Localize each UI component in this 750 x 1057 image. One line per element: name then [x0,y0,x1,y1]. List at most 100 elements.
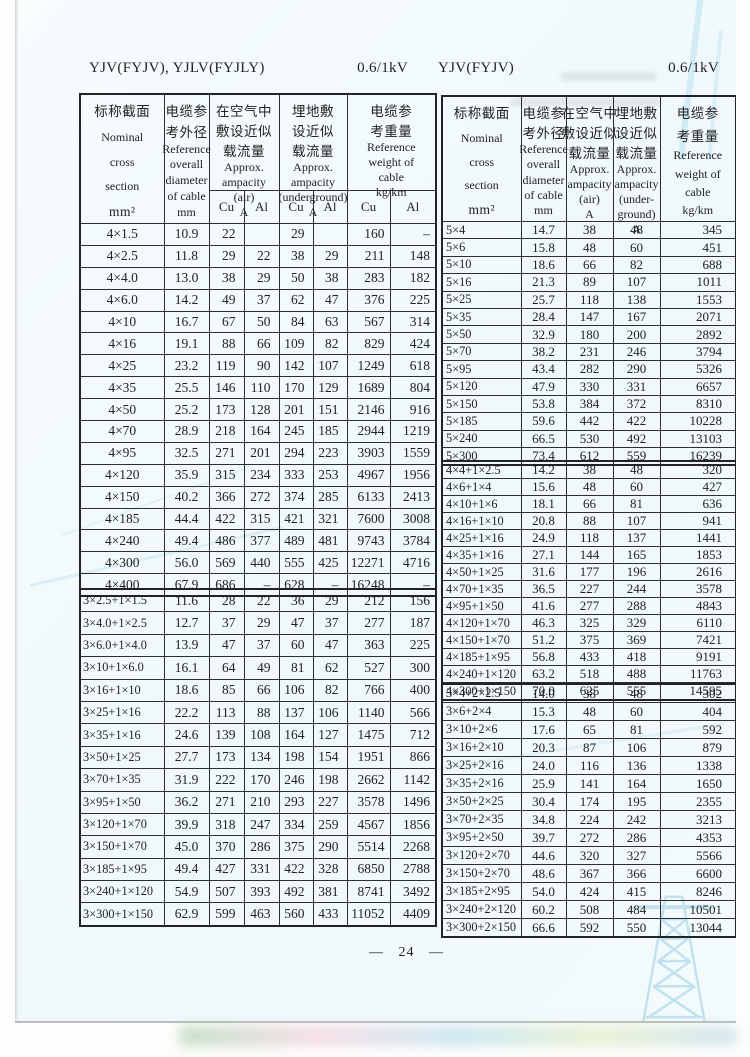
table-cell: 49.4 [163,529,210,553]
table-cell: 4967 [346,463,391,487]
table-row: 3×2.5+1×1.5 11.6 28 22 36 29 212 156 [79,588,437,613]
table-cell: 3×16+1×10 [79,678,165,702]
table-cell: 433 [565,648,614,666]
table-cell: 424 [389,332,437,356]
table-cell: 4716 [389,551,437,575]
table-cell: 50 [243,310,280,334]
table-cell: 320 [659,460,736,479]
table-cell: 5326 [659,360,736,379]
table-cell: 4×2.5 [79,244,165,268]
table-cell: 25.9 [520,774,567,793]
table-cell: 4×50 [79,398,165,422]
table-cell: 3×240+2×120 [441,900,522,919]
table-cell: 36.2 [163,790,210,814]
table-row: 3×120+2×70 44.6 320 327 5566 [441,846,736,865]
header-line: Approx. [616,162,657,176]
table-cell: 5×240 [441,429,522,449]
table-cell: 43.4 [520,360,567,379]
header-line: overall [526,157,561,172]
table-cell: 32.5 [163,441,210,465]
table-row: 3×10+1×6.0 16.1 64 49 81 62 527 300 [79,656,437,680]
table-cell [243,223,280,246]
table-cell: 66 [565,255,614,275]
table-cell: 12271 [346,551,391,575]
table-cell: 44.6 [520,846,567,865]
table-cell: 3×10+1×6.0 [79,656,165,680]
table-cell: 4×240 [79,529,165,553]
table-cell: 24.6 [163,723,210,747]
table-cell: 64 [208,656,245,680]
table-cell: 2944 [346,420,391,443]
table-cell: 370 [208,835,245,859]
table-cell: 14.7 [520,220,567,240]
table-cell: 3×2.5+1×1.5 [79,588,165,613]
table-cell: 688 [659,255,736,275]
table-cell: 325 [565,614,614,632]
header-line: Reference [162,141,211,156]
table-cell: 196 [612,563,661,581]
table-cell: 170 [278,376,314,400]
table-row: 3×150+1×70 45.0 370 286 375 290 5514 2268 [79,835,437,859]
table-cell: 3213 [659,810,736,829]
table-cell: 10228 [659,412,736,431]
table-cell: 148 [389,244,437,268]
header-line: 载流量 [292,144,334,159]
header-weight: 电缆参 考重量 Reference weight of cable kg/km [659,95,736,222]
table-cell: 38 [565,460,614,479]
table-cell: 62 [312,656,348,680]
table-cell: 110 [243,376,280,400]
header-line: ampacity [222,175,266,189]
table-cell: 1140 [346,700,391,725]
table-cell: 2146 [346,398,391,422]
table-cell: 3×70+2×35 [441,810,522,829]
table-cell: 372 [612,394,661,414]
table-cell: 376 [346,288,391,312]
table-cell: 486 [208,529,245,553]
table-cell: 2071 [659,307,736,327]
table-cell: 4×120+1×70 [441,614,522,632]
table-cell: 5566 [659,846,736,865]
table-cell: 4×1.5 [79,223,165,246]
header-line: 载流量 [615,146,658,161]
table-cell: 1142 [389,768,437,792]
table-cell: 10.9 [163,223,210,246]
table-cell: 50 [278,266,314,290]
header-line: 电缆参 [165,104,208,119]
header-line: 敷设近似 [561,126,618,141]
table-cell: 147 [565,307,614,327]
header-ampacity-underground: 埋地敷 设近似 载流量 Approx. ampacity (underground) A [278,93,348,219]
table-cell: 4×150+1×70 [441,631,522,649]
table-cell: 4×35+1×16 [441,546,522,564]
table-cell: 271 [208,790,245,814]
table-cell: 82 [312,332,348,356]
table-cell: 492 [612,429,661,449]
table-cell: 3578 [659,580,736,598]
table-cell: 282 [565,360,614,379]
table-cell: 6657 [659,377,736,396]
table-cell: 48 [612,460,661,479]
header-line: weight of [674,166,721,181]
table-cell: 10501 [659,900,736,919]
table-cell: 599 [208,902,245,927]
table-cell: 14.2 [520,460,567,479]
table-cell: 4×300 [79,551,165,575]
table-cell: 4×50+1×25 [441,563,522,581]
table-cell: 1441 [659,529,736,547]
table-cell: 3×300+1×150 [79,902,165,927]
table-cell: 82 [612,255,661,275]
table-row: 5×10 18.6 66 82 688 [441,255,736,275]
table-cell: 29 [243,266,280,290]
table-cell: 290 [612,360,661,379]
table-cell: 22 [243,244,280,268]
table-cell: 488 [612,665,661,683]
table-cell: 507 [208,880,245,904]
table-cell: 9191 [659,648,736,666]
table-cell: 128 [243,398,280,422]
table-cell: 31.6 [520,563,567,581]
table-cell: 13044 [659,918,736,938]
table-row: 3×300+1×150 62.9 599 463 560 433 11052 4409 [79,902,437,927]
table-cell: 177 [565,563,614,581]
table-cell: 1650 [659,774,736,793]
header-line: (under- [618,192,655,206]
table-cell: 28 [208,588,245,613]
